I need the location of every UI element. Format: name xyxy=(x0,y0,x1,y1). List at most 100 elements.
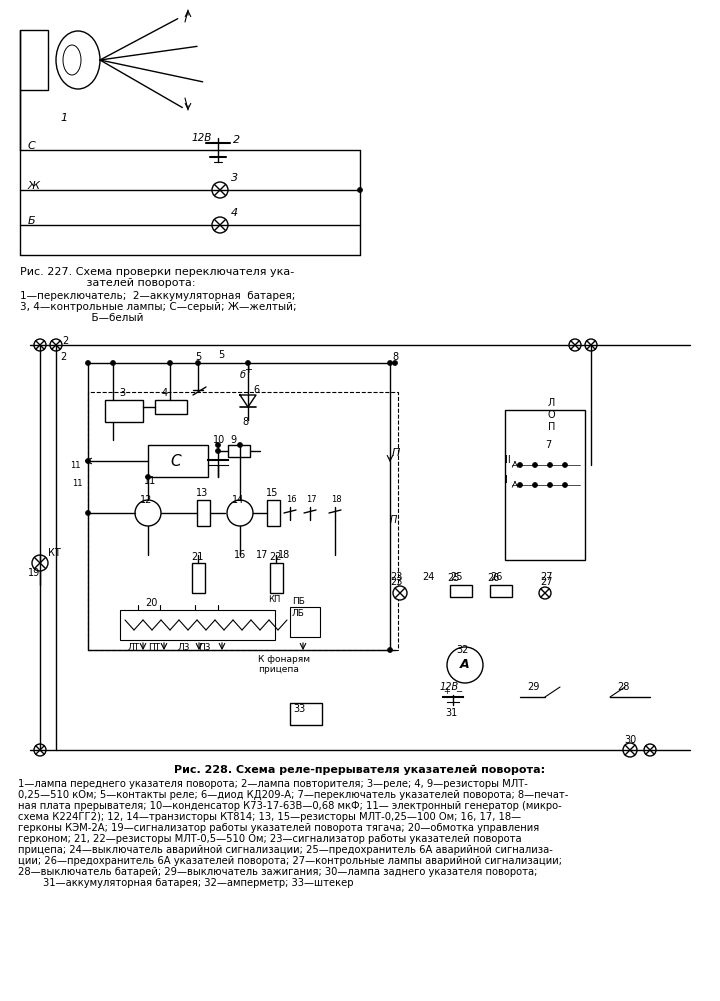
Text: 28—выключатель батарей; 29—выключатель зажигания; 30—лампа заднего указателя пов: 28—выключатель батарей; 29—выключатель з… xyxy=(18,867,537,877)
Text: 28: 28 xyxy=(617,682,629,692)
Text: П3: П3 xyxy=(198,644,210,653)
Text: 18: 18 xyxy=(278,550,290,560)
Circle shape xyxy=(518,482,523,487)
Text: 18: 18 xyxy=(331,495,341,505)
Text: 30: 30 xyxy=(624,735,636,745)
Bar xyxy=(270,563,283,593)
Text: 1—переключатель;  2—аккумуляторная  батарея;: 1—переключатель; 2—аккумуляторная батаре… xyxy=(20,291,295,301)
Circle shape xyxy=(623,743,637,757)
Text: +: + xyxy=(443,688,450,697)
Text: 5: 5 xyxy=(195,352,202,362)
Circle shape xyxy=(562,462,567,467)
Text: П: П xyxy=(548,422,555,432)
Text: 20: 20 xyxy=(145,598,158,608)
Bar xyxy=(290,703,322,725)
Text: 3: 3 xyxy=(119,388,125,398)
Bar xyxy=(105,400,143,422)
Text: П: П xyxy=(392,448,400,458)
Circle shape xyxy=(547,462,552,467)
Text: 8: 8 xyxy=(392,352,398,362)
Text: 23: 23 xyxy=(390,577,402,587)
Bar xyxy=(120,610,275,640)
Text: ЛБ: ЛБ xyxy=(292,609,305,618)
Text: 12В: 12В xyxy=(192,133,212,143)
Text: II: II xyxy=(505,455,510,465)
Text: герконом; 21, 22—резисторы МЛТ-0,5—510 Ом; 23—сигнализатор работы указателей пов: герконом; 21, 22—резисторы МЛТ-0,5—510 О… xyxy=(18,834,521,844)
Bar xyxy=(20,30,48,90)
Text: Л: Л xyxy=(548,398,555,408)
Text: Рис. 227. Схема проверки переключателя ука-: Рис. 227. Схема проверки переключателя у… xyxy=(20,267,294,277)
Ellipse shape xyxy=(56,31,100,89)
Text: 31: 31 xyxy=(445,708,457,718)
Text: О: О xyxy=(548,410,556,420)
Text: 31—аккумуляторная батарея; 32—амперметр; 33—штекер: 31—аккумуляторная батарея; 32—амперметр;… xyxy=(18,878,354,888)
Text: 16: 16 xyxy=(286,495,297,505)
Bar xyxy=(228,445,250,457)
Text: 17: 17 xyxy=(256,550,269,560)
Text: Л3: Л3 xyxy=(178,644,191,653)
Text: ции; 26—предохранитель 6А указателей поворота; 27—контрольные лампы аварийной си: ции; 26—предохранитель 6А указателей пов… xyxy=(18,856,562,866)
Text: −: − xyxy=(455,688,462,697)
Text: A: A xyxy=(460,659,469,672)
Circle shape xyxy=(562,482,567,487)
Text: 24: 24 xyxy=(422,572,434,582)
Text: Б: Б xyxy=(28,216,35,226)
Text: 1—лампа переднего указателя поворота; 2—лампа повторителя; 3—реле; 4, 9—резистор: 1—лампа переднего указателя поворота; 2—… xyxy=(18,779,528,789)
Bar xyxy=(267,500,280,526)
Circle shape xyxy=(196,360,200,365)
Text: 11: 11 xyxy=(144,476,156,486)
Text: 25: 25 xyxy=(447,573,459,583)
Circle shape xyxy=(145,474,150,479)
Text: 14: 14 xyxy=(232,495,244,505)
Text: 26: 26 xyxy=(487,573,500,583)
Circle shape xyxy=(86,511,91,516)
Circle shape xyxy=(547,482,552,487)
Bar xyxy=(505,410,585,560)
Text: 0,25—510 кОм; 5—контакты реле; 6—диод КД209-А; 7—переключатель указателей поворо: 0,25—510 кОм; 5—контакты реле; 6—диод КД… xyxy=(18,790,568,800)
Circle shape xyxy=(387,648,392,653)
Circle shape xyxy=(212,182,228,198)
Text: КП: КП xyxy=(268,596,280,605)
Bar xyxy=(290,607,320,637)
Text: К фонарям: К фонарям xyxy=(258,656,310,665)
Text: 10: 10 xyxy=(213,435,225,445)
Text: 7: 7 xyxy=(545,440,552,450)
Text: 29: 29 xyxy=(527,682,539,692)
Circle shape xyxy=(86,458,91,463)
Bar xyxy=(197,500,210,526)
Text: 26: 26 xyxy=(490,572,503,582)
Bar xyxy=(192,563,205,593)
Text: I: I xyxy=(505,475,508,485)
Text: 12В: 12В xyxy=(440,682,459,692)
Text: Б—белый: Б—белый xyxy=(20,313,143,323)
Circle shape xyxy=(238,442,243,447)
Text: прицепа: прицепа xyxy=(258,666,299,675)
Text: ПБ: ПБ xyxy=(292,597,305,606)
Circle shape xyxy=(34,339,46,351)
Circle shape xyxy=(585,339,597,351)
Text: прицепа; 24—выключатель аварийной сигнализации; 25—предохранитель 6А аварийной с: прицепа; 24—выключатель аварийной сигнал… xyxy=(18,845,553,855)
Text: 21: 21 xyxy=(191,552,203,562)
Text: 9: 9 xyxy=(230,435,236,445)
Circle shape xyxy=(86,360,91,365)
Circle shape xyxy=(227,500,253,526)
Circle shape xyxy=(32,555,48,571)
Text: 33: 33 xyxy=(293,704,305,714)
Text: 2: 2 xyxy=(233,135,240,145)
Circle shape xyxy=(358,187,362,192)
Circle shape xyxy=(215,442,220,447)
Bar xyxy=(88,392,398,650)
Circle shape xyxy=(168,360,173,365)
Bar xyxy=(148,445,208,477)
Text: 6: 6 xyxy=(253,385,259,395)
Circle shape xyxy=(393,586,407,600)
Circle shape xyxy=(215,448,220,453)
Text: 3: 3 xyxy=(231,173,238,183)
Text: ная плата прерывателя; 10—конденсатор К73-17-63В—0,68 мкФ; 11— электронный генер: ная плата прерывателя; 10—конденсатор К7… xyxy=(18,801,562,811)
Bar xyxy=(490,585,512,597)
Circle shape xyxy=(387,360,392,365)
Text: С: С xyxy=(170,453,181,468)
Text: 32: 32 xyxy=(456,645,469,655)
Circle shape xyxy=(447,647,483,683)
Text: 17: 17 xyxy=(306,495,317,505)
